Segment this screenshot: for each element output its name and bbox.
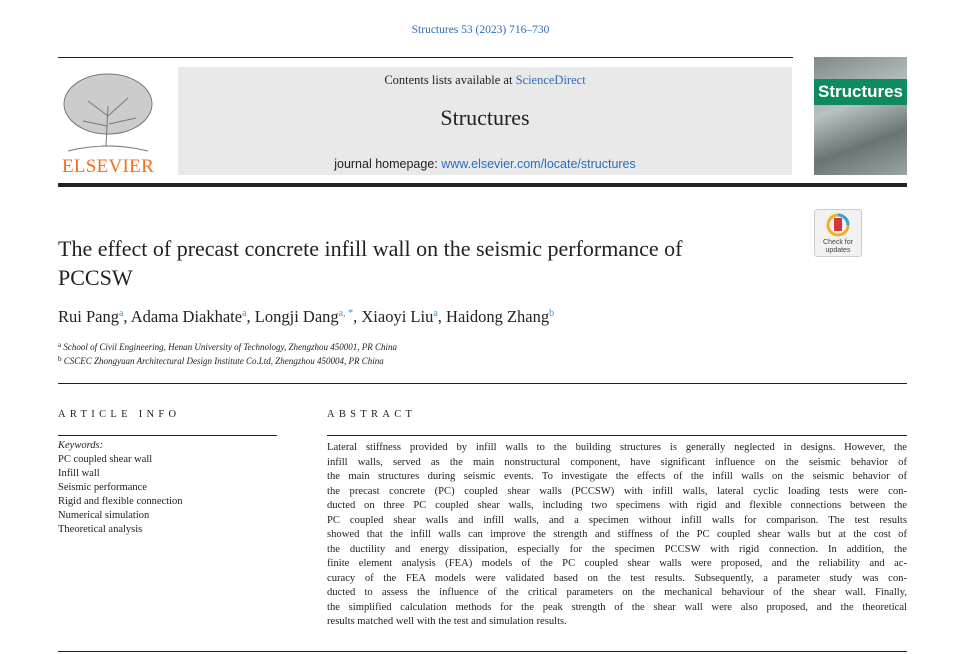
cover-title: Structures bbox=[814, 79, 907, 105]
abstract-heading: ABSTRACT bbox=[327, 409, 417, 420]
keyword: Theoretical analysis bbox=[58, 524, 143, 535]
abstract-line: ducted to assess the influence of the cr… bbox=[327, 587, 907, 598]
author[interactable]: Adama Diakhatea bbox=[130, 307, 247, 326]
header-thick-rule bbox=[58, 183, 907, 187]
bottom-rule bbox=[58, 651, 907, 652]
contents-prefix: Contents lists available at bbox=[384, 73, 516, 87]
author-list: Rui Panga, Adama Diakhatea, Longji Danga… bbox=[58, 307, 555, 326]
elsevier-logo-text: ELSEVIER bbox=[61, 156, 155, 177]
article-title: The effect of precast concrete infill wa… bbox=[58, 236, 683, 290]
contents-line: Contents lists available at ScienceDirec… bbox=[178, 73, 792, 88]
homepage-prefix: journal homepage: bbox=[334, 157, 442, 171]
abstract-line: ducted on three PC coupled shear walls, … bbox=[327, 500, 907, 511]
keywords-list: Keywords: PC coupled shear wall Infill w… bbox=[58, 439, 183, 537]
journal-cover-image[interactable]: Structures bbox=[814, 57, 907, 175]
top-rule bbox=[58, 57, 793, 58]
journal-title: Structures bbox=[440, 105, 530, 130]
abstract-line: infill walls, served as the main nonstru… bbox=[327, 456, 907, 468]
divider bbox=[58, 383, 907, 384]
check-for-updates-button[interactable]: Check for updates bbox=[814, 209, 862, 257]
article-info-heading: ARTICLE INFO bbox=[58, 409, 181, 420]
abstract-line: the main structures during seismic event… bbox=[327, 471, 907, 482]
abstract-text: Lateral stiffness provided by infill wal… bbox=[327, 441, 907, 630]
keyword: Infill wall bbox=[58, 468, 100, 479]
abstract-line: showed that the infill walls can improve… bbox=[327, 529, 907, 540]
keyword: Seismic performance bbox=[58, 482, 147, 493]
author[interactable]: Haidong Zhangb bbox=[446, 307, 555, 326]
abstract-line: the precast concrete (PC) coupled shear … bbox=[327, 485, 907, 497]
abstract-line: finite element analysis (FEA) models of … bbox=[327, 558, 907, 569]
abstract-line: the simplified calculation methods for t… bbox=[327, 601, 907, 613]
crossmark-icon bbox=[826, 213, 850, 237]
divider bbox=[58, 435, 277, 436]
divider bbox=[327, 435, 907, 436]
keyword: PC coupled shear wall bbox=[58, 454, 153, 465]
journal-banner: Contents lists available at ScienceDirec… bbox=[178, 67, 792, 175]
abstract-line: the ductility and energy dissipation, es… bbox=[327, 543, 907, 555]
journal-reference[interactable]: Structures 53 (2023) 716–730 bbox=[411, 24, 550, 36]
abstract-line: Lateral stiffness provided by infill wal… bbox=[327, 442, 907, 453]
sciencedirect-link[interactable]: ScienceDirect bbox=[515, 73, 586, 87]
abstract-line: results matched well with the test and s… bbox=[327, 616, 567, 627]
homepage-link[interactable]: www.elsevier.com/locate/structures bbox=[441, 157, 636, 171]
author[interactable]: Rui Panga bbox=[58, 307, 124, 326]
author[interactable]: Xiaoyi Liua bbox=[361, 307, 438, 326]
keyword: Rigid and flexible connection bbox=[58, 496, 183, 507]
abstract-line: curacy of the FEA models were validated … bbox=[327, 572, 907, 584]
affiliation: b CSCEC Zhongyuan Architectural Design I… bbox=[58, 355, 384, 366]
affiliation: a School of Civil Engineering, Henan Uni… bbox=[58, 341, 397, 352]
abstract-line: PC coupled shear walls and infill walls,… bbox=[327, 514, 907, 526]
author[interactable]: Longji Danga, * bbox=[254, 307, 354, 326]
keyword: Numerical simulation bbox=[58, 510, 150, 521]
keywords-label: Keywords: bbox=[58, 440, 104, 451]
crossmark-label: Check for updates bbox=[823, 239, 853, 254]
homepage-line: journal homepage: www.elsevier.com/locat… bbox=[178, 157, 792, 171]
elsevier-tree-logo bbox=[63, 73, 153, 152]
